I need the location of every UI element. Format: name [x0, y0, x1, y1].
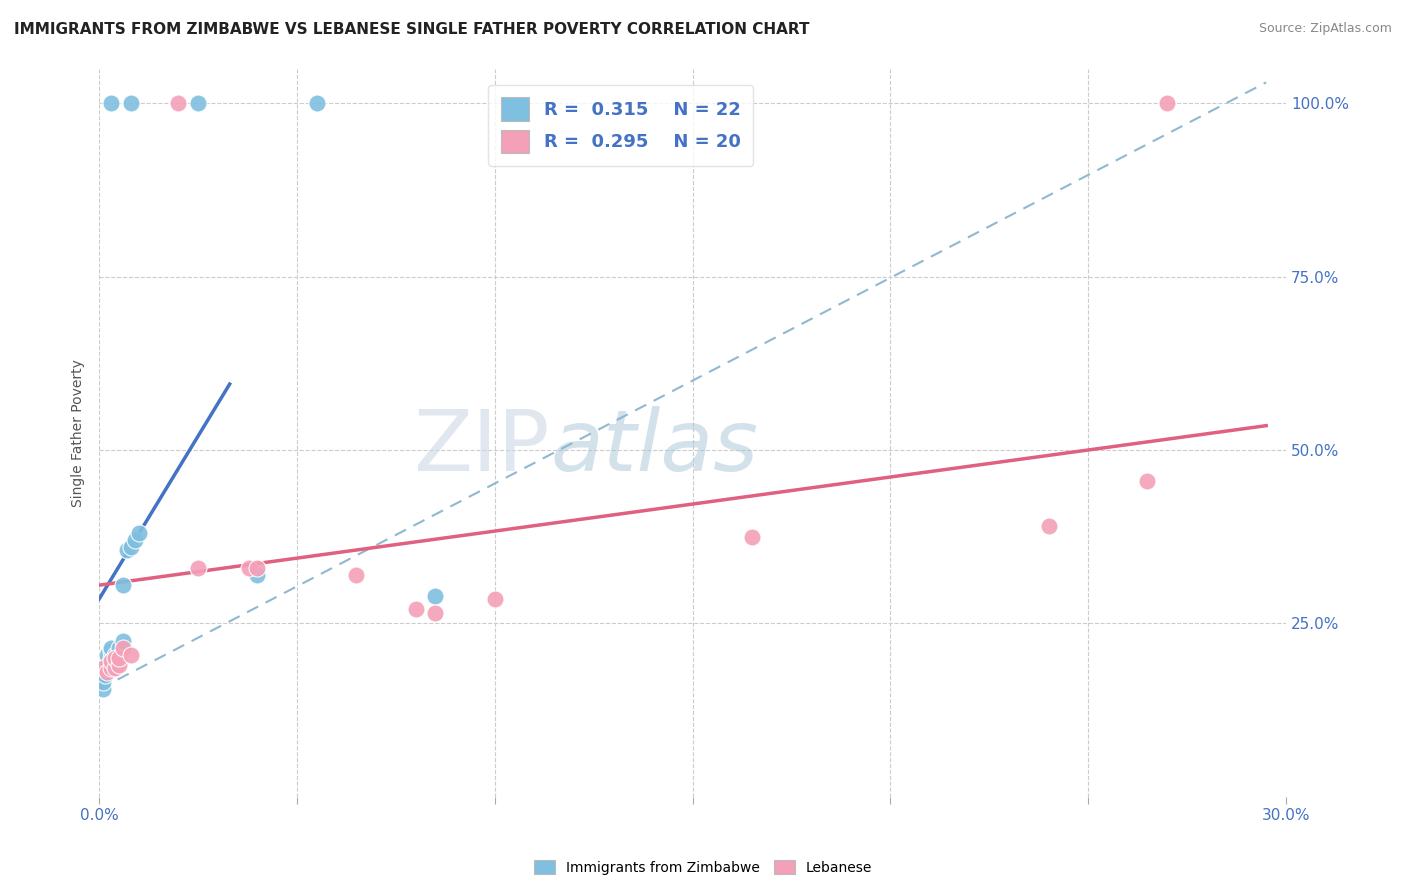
Point: [100, 651, 122, 665]
Point: [91, 682, 114, 697]
Point: [187, 561, 209, 575]
Point: [108, 651, 131, 665]
Point: [108, 644, 131, 658]
Point: [100, 96, 122, 111]
Point: [104, 651, 127, 665]
Point: [305, 96, 328, 111]
Point: [167, 96, 190, 111]
Point: [344, 567, 367, 582]
Point: [120, 96, 142, 111]
Point: [108, 657, 131, 672]
Point: [425, 606, 447, 620]
Point: [405, 602, 427, 616]
Point: [100, 640, 122, 655]
Point: [96, 655, 118, 669]
Y-axis label: Single Father Poverty: Single Father Poverty: [72, 359, 86, 507]
Point: [111, 633, 134, 648]
Point: [111, 640, 134, 655]
Point: [115, 543, 138, 558]
Text: Source: ZipAtlas.com: Source: ZipAtlas.com: [1258, 22, 1392, 36]
Point: [124, 533, 146, 547]
Point: [104, 648, 127, 662]
Point: [100, 644, 122, 658]
Point: [104, 661, 127, 675]
Point: [246, 561, 269, 575]
Point: [91, 661, 114, 675]
Point: [94, 668, 117, 682]
Legend: Immigrants from Zimbabwe, Lebanese: Immigrants from Zimbabwe, Lebanese: [529, 855, 877, 880]
Point: [120, 540, 142, 554]
Legend: R =  0.315    N = 22, R =  0.295    N = 20: R = 0.315 N = 22, R = 0.295 N = 20: [488, 85, 754, 166]
Point: [96, 665, 118, 679]
Point: [100, 661, 122, 675]
Point: [100, 655, 122, 669]
Point: [1038, 519, 1060, 533]
Text: atlas: atlas: [550, 406, 758, 489]
Point: [741, 530, 763, 544]
Point: [238, 561, 260, 575]
Point: [91, 675, 114, 690]
Point: [1156, 96, 1178, 111]
Point: [1136, 474, 1159, 488]
Point: [108, 640, 131, 655]
Text: ZIP: ZIP: [413, 406, 550, 489]
Text: IMMIGRANTS FROM ZIMBABWE VS LEBANESE SINGLE FATHER POVERTY CORRELATION CHART: IMMIGRANTS FROM ZIMBABWE VS LEBANESE SIN…: [14, 22, 810, 37]
Point: [96, 648, 118, 662]
Point: [246, 567, 269, 582]
Point: [111, 578, 134, 592]
Point: [96, 661, 118, 675]
Point: [100, 657, 122, 672]
Point: [187, 96, 209, 111]
Point: [128, 526, 150, 541]
Point: [120, 648, 142, 662]
Point: [484, 592, 506, 607]
Point: [425, 589, 447, 603]
Point: [104, 655, 127, 669]
